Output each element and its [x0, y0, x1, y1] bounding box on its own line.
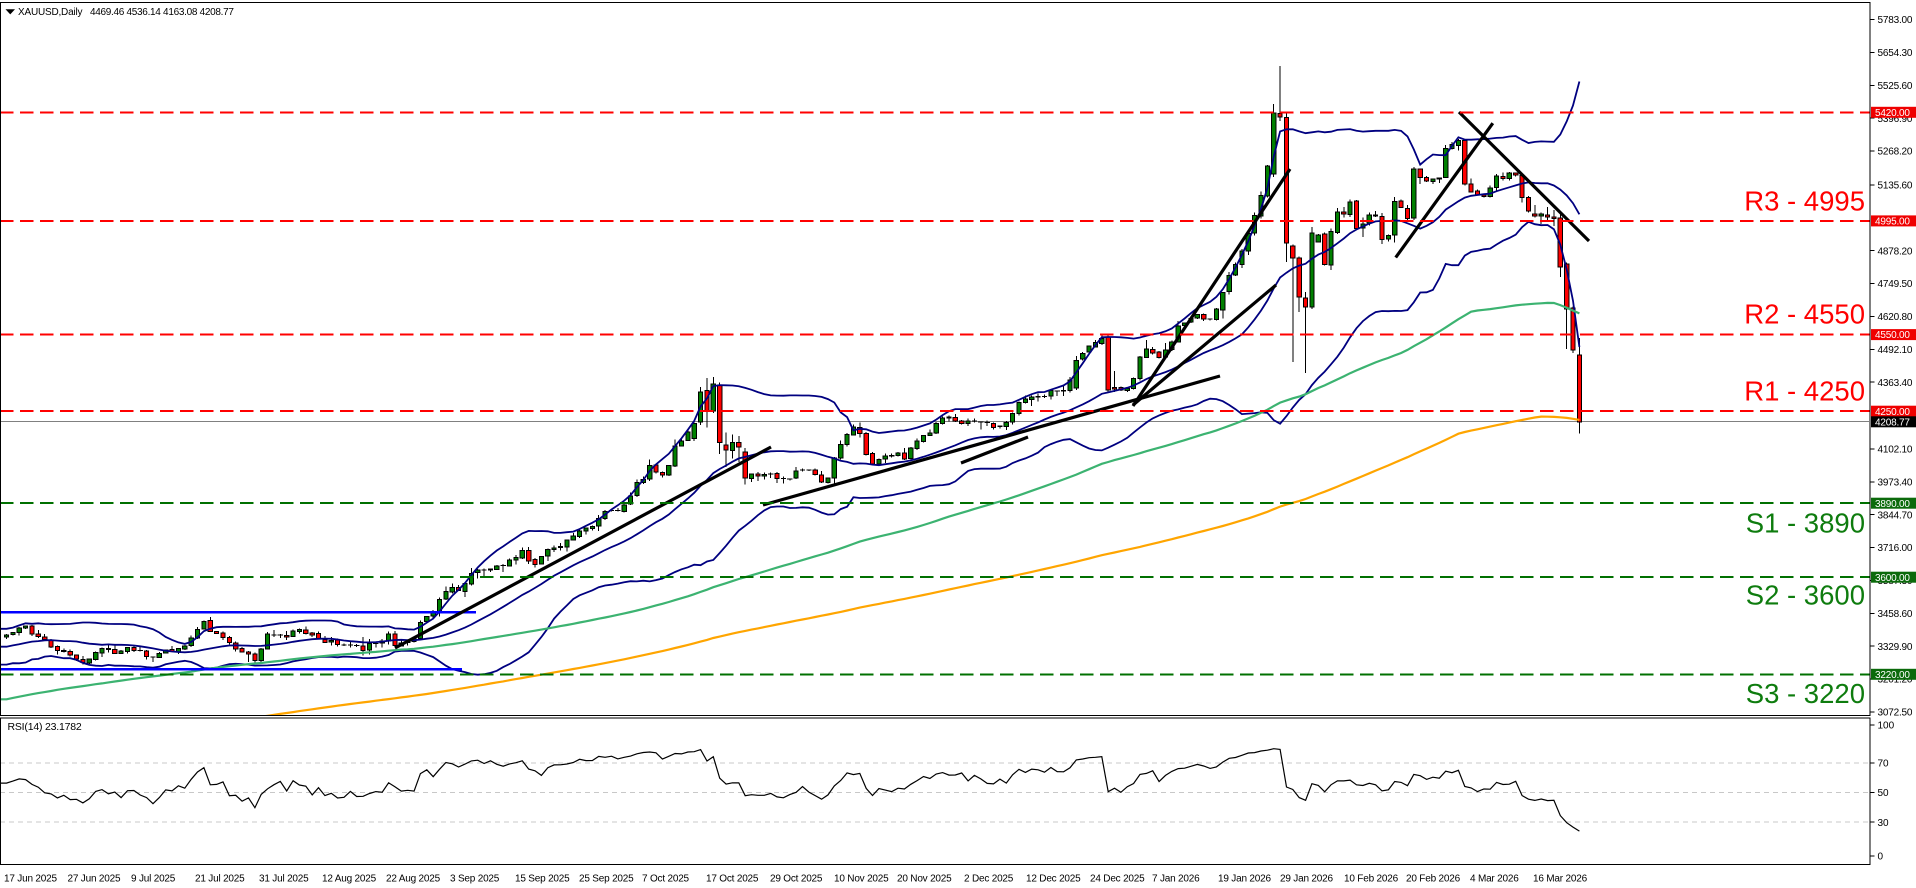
- svg-text:5420.00: 5420.00: [1875, 108, 1910, 119]
- svg-text:3220.00: 3220.00: [1875, 670, 1910, 681]
- svg-text:4363.40: 4363.40: [1878, 378, 1913, 389]
- svg-text:4469.46 4536.14 4163.08 4208.7: 4469.46 4536.14 4163.08 4208.77: [90, 7, 234, 18]
- svg-text:4550.00: 4550.00: [1875, 330, 1910, 341]
- svg-text:21 Jul 2025: 21 Jul 2025: [195, 874, 245, 885]
- svg-text:50: 50: [1878, 788, 1890, 799]
- svg-text:RSI(14) 23.1782: RSI(14) 23.1782: [8, 721, 82, 733]
- svg-text:3 Sep 2025: 3 Sep 2025: [450, 874, 500, 885]
- svg-text:29 Oct 2025: 29 Oct 2025: [770, 874, 823, 885]
- svg-text:R3 - 4995: R3 - 4995: [1744, 186, 1865, 217]
- svg-text:S1 - 3890: S1 - 3890: [1746, 508, 1865, 539]
- svg-text:4250.00: 4250.00: [1875, 407, 1910, 418]
- svg-text:31 Jul 2025: 31 Jul 2025: [259, 874, 309, 885]
- svg-text:9 Jul 2025: 9 Jul 2025: [131, 874, 176, 885]
- svg-text:4878.20: 4878.20: [1878, 246, 1913, 257]
- svg-text:100: 100: [1878, 720, 1895, 731]
- svg-text:4749.50: 4749.50: [1878, 279, 1913, 290]
- svg-text:R2 - 4550: R2 - 4550: [1744, 299, 1865, 330]
- svg-text:22 Aug 2025: 22 Aug 2025: [386, 874, 441, 885]
- svg-text:5654.30: 5654.30: [1878, 48, 1913, 59]
- svg-text:5396.90: 5396.90: [1878, 114, 1913, 125]
- svg-text:30: 30: [1878, 818, 1890, 829]
- svg-text:S3 - 3220: S3 - 3220: [1746, 678, 1865, 709]
- svg-text:70: 70: [1878, 759, 1890, 770]
- svg-text:3458.60: 3458.60: [1878, 609, 1913, 620]
- svg-text:17 Jun 2025: 17 Jun 2025: [4, 874, 57, 885]
- svg-text:4995.00: 4995.00: [1875, 217, 1910, 228]
- svg-text:3600.00: 3600.00: [1875, 573, 1910, 584]
- svg-text:4 Mar 2026: 4 Mar 2026: [1470, 874, 1519, 885]
- svg-text:3890.00: 3890.00: [1875, 499, 1910, 510]
- svg-text:29 Jan 2026: 29 Jan 2026: [1280, 874, 1333, 885]
- svg-text:5525.60: 5525.60: [1878, 81, 1913, 92]
- svg-text:7 Oct 2025: 7 Oct 2025: [642, 874, 690, 885]
- svg-text:4492.10: 4492.10: [1878, 345, 1913, 356]
- svg-text:3716.00: 3716.00: [1878, 543, 1913, 554]
- svg-text:5783.00: 5783.00: [1878, 15, 1913, 26]
- svg-text:5268.20: 5268.20: [1878, 147, 1913, 158]
- svg-text:4208.77: 4208.77: [1875, 417, 1910, 428]
- svg-text:7 Jan 2026: 7 Jan 2026: [1152, 874, 1200, 885]
- svg-text:12 Aug 2025: 12 Aug 2025: [322, 874, 377, 885]
- svg-text:4102.10: 4102.10: [1878, 445, 1913, 456]
- svg-text:3072.50: 3072.50: [1878, 708, 1913, 719]
- svg-text:12 Dec 2025: 12 Dec 2025: [1026, 874, 1081, 885]
- svg-text:17 Oct 2025: 17 Oct 2025: [706, 874, 759, 885]
- svg-text:3329.90: 3329.90: [1878, 642, 1913, 653]
- svg-text:20 Feb 2026: 20 Feb 2026: [1406, 874, 1461, 885]
- svg-text:S2 - 3600: S2 - 3600: [1746, 580, 1865, 611]
- svg-text:R1 - 4250: R1 - 4250: [1744, 376, 1865, 407]
- svg-text:10 Feb 2026: 10 Feb 2026: [1344, 874, 1399, 885]
- svg-text:XAUUSD,Daily: XAUUSD,Daily: [18, 7, 82, 18]
- svg-text:3973.40: 3973.40: [1878, 478, 1913, 489]
- svg-text:0: 0: [1878, 852, 1884, 863]
- svg-text:25 Sep 2025: 25 Sep 2025: [579, 874, 634, 885]
- svg-text:20 Nov 2025: 20 Nov 2025: [897, 874, 952, 885]
- svg-text:5135.60: 5135.60: [1878, 181, 1913, 192]
- svg-text:16 Mar 2026: 16 Mar 2026: [1533, 874, 1588, 885]
- svg-text:3844.70: 3844.70: [1878, 510, 1913, 521]
- svg-text:24 Dec 2025: 24 Dec 2025: [1090, 874, 1145, 885]
- svg-text:3201.20: 3201.20: [1878, 675, 1913, 686]
- svg-text:4620.80: 4620.80: [1878, 312, 1913, 323]
- svg-text:15 Sep 2025: 15 Sep 2025: [515, 874, 570, 885]
- svg-text:10 Nov 2025: 10 Nov 2025: [834, 874, 889, 885]
- svg-text:2 Dec 2025: 2 Dec 2025: [964, 874, 1014, 885]
- svg-text:19 Jan 2026: 19 Jan 2026: [1218, 874, 1271, 885]
- svg-text:27 Jun 2025: 27 Jun 2025: [68, 874, 121, 885]
